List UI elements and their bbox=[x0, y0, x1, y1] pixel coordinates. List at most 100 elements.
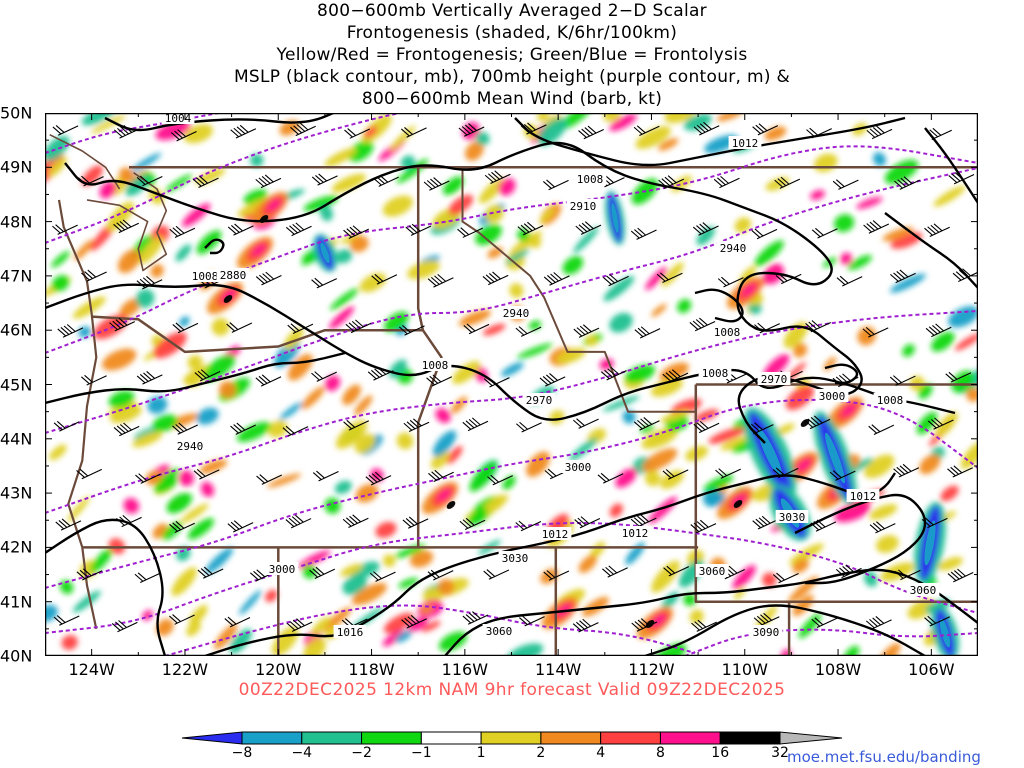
wind-barb bbox=[600, 366, 627, 381]
wind-barb bbox=[172, 322, 199, 334]
colorbar-label: 16 bbox=[711, 745, 730, 761]
wind-barb bbox=[772, 467, 799, 479]
y-tick-label: 40N bbox=[0, 646, 33, 666]
wind-barb bbox=[921, 517, 948, 529]
wind-barb bbox=[194, 369, 221, 382]
wind-barb bbox=[311, 173, 338, 186]
x-tick-label: 116W bbox=[441, 660, 489, 679]
wind-barb bbox=[865, 616, 892, 630]
wind-barb bbox=[542, 179, 569, 191]
y-tick-label: 41N bbox=[0, 592, 33, 612]
wind-barb bbox=[52, 125, 79, 136]
wind-barb bbox=[405, 223, 432, 236]
colorbar-label: 4 bbox=[596, 745, 606, 761]
contour-label: 1008 bbox=[573, 172, 607, 186]
wind-barb bbox=[863, 220, 890, 234]
wind-barb bbox=[427, 273, 454, 288]
contour-label-text: 3090 bbox=[753, 626, 780, 639]
colorbar-segment bbox=[719, 731, 781, 745]
wind-barb bbox=[890, 269, 916, 284]
contour-label: 1008 bbox=[873, 393, 907, 407]
wind-barb bbox=[426, 374, 452, 387]
contour-label: 2910 bbox=[566, 199, 600, 213]
colorbar-label: −1 bbox=[411, 745, 432, 761]
wind-barb bbox=[400, 127, 427, 138]
colorbar-label: 32 bbox=[771, 745, 789, 761]
wind-barb bbox=[633, 416, 660, 431]
wind-barbs bbox=[52, 121, 978, 633]
wind-barb bbox=[255, 174, 282, 189]
wind-barb bbox=[539, 373, 566, 387]
frontogenesis-map: 1004 1012 1008 1008 1008 1008 1008 1008 1012 1012… bbox=[45, 113, 978, 656]
wind-barb bbox=[427, 569, 454, 581]
wind-barb bbox=[116, 514, 142, 528]
wind-barb bbox=[111, 620, 138, 633]
wind-barb bbox=[224, 616, 251, 628]
wind-barb bbox=[459, 517, 486, 530]
contour-label-text: 2940 bbox=[720, 242, 747, 255]
contour-label: 3060 bbox=[695, 564, 729, 578]
y-tick-label: 49N bbox=[0, 157, 33, 177]
wind-barb bbox=[373, 174, 399, 187]
contour-label-text: 3060 bbox=[699, 565, 726, 578]
wind-barb bbox=[774, 176, 801, 189]
colorbar-segment bbox=[241, 731, 303, 745]
x-tick-label: 112W bbox=[628, 660, 675, 679]
map-title: 800−600mb Vertically Averaged 2−D Scalar… bbox=[0, 0, 1024, 110]
wind-barb bbox=[811, 617, 838, 629]
wind-barb bbox=[462, 417, 489, 432]
credit-url[interactable]: moe.met.fsu.edu/banding bbox=[787, 748, 981, 766]
wind-barb bbox=[367, 366, 394, 381]
valid-time-line: 00Z22DEC2025 12km NAM 9hr forecast Valid… bbox=[238, 680, 786, 700]
contour-label-text: 1012 bbox=[850, 490, 877, 503]
wind-barb bbox=[656, 272, 683, 284]
contour-label-text: 3000 bbox=[819, 390, 846, 403]
contour-label-text: 3000 bbox=[269, 563, 296, 576]
wind-barb bbox=[829, 470, 856, 481]
wind-barb bbox=[575, 221, 602, 235]
title-line-5: 800−600mb Mean Wind (barb, kt) bbox=[361, 89, 663, 109]
wind-barb bbox=[805, 320, 832, 333]
contour-label: 1012 bbox=[846, 489, 880, 503]
wind-barb bbox=[894, 176, 920, 190]
wind-barb bbox=[311, 371, 337, 382]
wind-barb bbox=[924, 223, 950, 237]
colorbar-label: −2 bbox=[351, 745, 372, 761]
contour-label-text: 3030 bbox=[779, 511, 806, 524]
title-line-2: Frontogenesis (shaded, K/6hr/100km) bbox=[346, 23, 678, 43]
wind-barb bbox=[752, 123, 779, 136]
contour-label: 3000 bbox=[815, 389, 849, 403]
wind-barb bbox=[343, 225, 369, 239]
wind-barb bbox=[311, 277, 338, 289]
contour-label-text: 2940 bbox=[503, 307, 530, 320]
wind-barb bbox=[518, 615, 545, 627]
wind-barb bbox=[543, 570, 570, 581]
wind-barb bbox=[169, 520, 195, 534]
wind-barb bbox=[713, 175, 740, 189]
colorbar-segment bbox=[600, 731, 661, 745]
wind-barb bbox=[693, 121, 720, 136]
contour-label: 1012 bbox=[728, 136, 762, 150]
wind-barb bbox=[634, 326, 661, 339]
contour-label: 2940 bbox=[499, 306, 533, 320]
x-tick-label: 108W bbox=[814, 660, 862, 679]
x-tick-label: 120W bbox=[255, 660, 302, 679]
contour-label: 2970 bbox=[757, 372, 791, 386]
wind-barb bbox=[894, 569, 921, 581]
contour-label: 2880 bbox=[216, 268, 250, 282]
contour-label: 3090 bbox=[749, 625, 783, 639]
colorbar-segment bbox=[540, 731, 602, 745]
wind-barb bbox=[810, 519, 837, 532]
wind-barb bbox=[945, 371, 972, 383]
colorbar-segment bbox=[659, 731, 721, 745]
contour-label-text: 1008 bbox=[577, 173, 604, 186]
wind-barb bbox=[226, 322, 253, 333]
wind-barb bbox=[282, 425, 309, 437]
wind-barb bbox=[574, 516, 601, 529]
y-tick-label: 45N bbox=[0, 375, 33, 394]
wind-barb bbox=[952, 268, 978, 282]
wind-barb bbox=[804, 415, 831, 430]
contour-label-text: 1012 bbox=[622, 527, 649, 540]
wind-barb bbox=[227, 223, 254, 236]
wind-barb bbox=[630, 514, 657, 528]
